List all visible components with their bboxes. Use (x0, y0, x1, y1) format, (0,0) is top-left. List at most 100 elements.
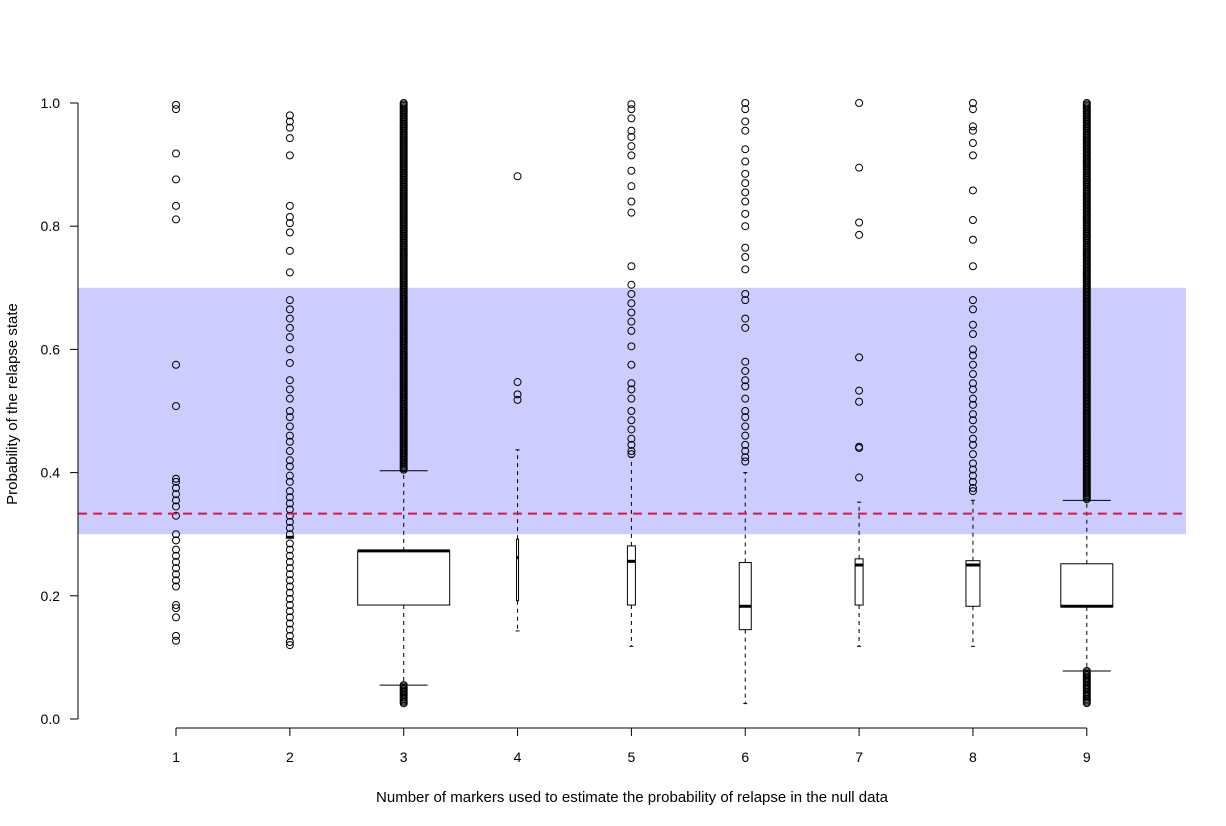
outlier-point (627, 447, 636, 456)
outlier-point (172, 613, 180, 622)
outlier-point (285, 201, 294, 210)
outlier-point (513, 378, 522, 387)
box-iqr (965, 560, 981, 607)
outlier-point (968, 296, 977, 305)
outlier-point (285, 407, 294, 415)
outlier-point (741, 296, 750, 305)
outlier-point (513, 172, 522, 181)
outlier-point (627, 299, 636, 308)
outlier-point (172, 511, 180, 520)
outlier-point (968, 410, 977, 419)
outlier-point (172, 215, 180, 224)
outlier-point (627, 326, 636, 335)
box-group-3 (357, 99, 451, 708)
outlier-point (285, 333, 294, 342)
box-iqr (854, 558, 864, 606)
outlier-point (968, 151, 977, 160)
outlier-point (285, 212, 294, 221)
outlier-point (741, 314, 750, 323)
outlier-point (968, 459, 977, 468)
outlier-point (172, 105, 180, 114)
outlier-point (968, 434, 977, 443)
outlier-point (741, 179, 750, 188)
outlier-point (285, 117, 294, 126)
outlier-point (172, 474, 180, 483)
outlier-point (285, 625, 294, 634)
outlier-point (285, 530, 294, 539)
outlier-point (627, 166, 636, 175)
outlier-point (285, 422, 294, 431)
outlier-point (172, 570, 180, 579)
outlier-point (285, 151, 294, 160)
box-iqr (738, 562, 752, 631)
outlier-point (172, 360, 180, 369)
outlier-point (172, 557, 180, 566)
y-tick-label: 0.8 (41, 218, 61, 234)
outlier-point (285, 619, 294, 628)
box-group-6 (738, 99, 752, 705)
outlier-point (855, 443, 864, 452)
outlier-point (399, 699, 408, 708)
outlier-point (627, 114, 636, 123)
outlier-point (855, 473, 864, 482)
outlier-point (285, 499, 294, 508)
outlier-point (285, 447, 294, 456)
outlier-point (741, 99, 750, 107)
y-axis-title: Probability of the relapse state (4, 303, 21, 505)
outlier-point (741, 357, 750, 366)
outlier-point (741, 145, 750, 154)
outlier-point (741, 453, 750, 462)
outlier-point (741, 422, 750, 431)
box-group-2 (285, 111, 294, 650)
outlier-point (285, 345, 294, 354)
outlier-point (627, 100, 636, 109)
outlier-point (741, 157, 750, 166)
outlier-point (627, 182, 636, 191)
outlier-point (172, 502, 180, 511)
outlier-point (855, 163, 864, 172)
outlier-point (968, 477, 977, 486)
outlier-point (285, 477, 294, 486)
y-tick-label: 0.6 (41, 341, 61, 357)
outlier-point (968, 360, 977, 369)
outlier-point (172, 536, 180, 545)
outlier-point (741, 265, 750, 274)
outlier-point (285, 517, 294, 526)
outlier-point (172, 631, 180, 640)
outlier-point (741, 289, 750, 298)
outlier-point (172, 545, 180, 554)
box-group-8 (965, 99, 981, 647)
outlier-point (968, 385, 977, 394)
outlier-point (172, 402, 180, 411)
outlier-point (285, 570, 294, 579)
outlier-point (968, 487, 977, 496)
outlier-point (172, 636, 180, 645)
outlier-point (627, 434, 636, 443)
outlier-point (741, 188, 750, 197)
outlier-point (285, 358, 294, 367)
outlier-point (855, 386, 864, 395)
outlier-point (627, 142, 636, 151)
outlier-point (741, 222, 750, 231)
outlier-point (741, 394, 750, 403)
outlier-point (741, 376, 750, 385)
outlier-point (627, 342, 636, 351)
x-tick-label: 3 (400, 749, 408, 765)
outlier-point (627, 208, 636, 217)
outlier-point (172, 484, 180, 492)
outlier-point (627, 450, 636, 459)
outlier-point (968, 394, 977, 403)
outlier-point (627, 105, 636, 114)
outlier-point (741, 447, 750, 456)
outlier-point (285, 111, 294, 120)
outlier-point (172, 100, 180, 109)
outlier-point (741, 407, 750, 415)
outlier-point (627, 280, 636, 289)
outlier-point (627, 262, 636, 271)
outlier-point (627, 407, 636, 415)
outlier-point (627, 126, 636, 135)
outlier-point (172, 601, 180, 610)
outlier-point (285, 296, 294, 305)
outlier-point (741, 440, 750, 449)
